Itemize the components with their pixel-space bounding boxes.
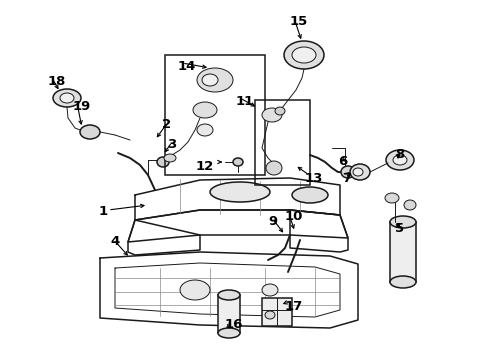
Ellipse shape	[390, 276, 416, 288]
Text: 7: 7	[342, 172, 351, 185]
Ellipse shape	[193, 102, 217, 118]
Text: 8: 8	[395, 148, 404, 161]
Text: 2: 2	[162, 118, 171, 131]
Text: 18: 18	[48, 75, 66, 88]
Text: 17: 17	[285, 300, 303, 313]
Ellipse shape	[210, 182, 270, 202]
Ellipse shape	[265, 311, 275, 319]
Ellipse shape	[197, 124, 213, 136]
Ellipse shape	[164, 154, 176, 162]
Ellipse shape	[53, 89, 81, 107]
Bar	[255, 100, 310, 185]
Text: 11: 11	[236, 95, 254, 108]
Text: 13: 13	[305, 172, 323, 185]
Text: 3: 3	[167, 138, 176, 151]
Ellipse shape	[341, 166, 355, 178]
Ellipse shape	[266, 161, 282, 175]
Text: 16: 16	[225, 318, 244, 331]
Ellipse shape	[197, 68, 233, 92]
Ellipse shape	[80, 125, 100, 139]
Ellipse shape	[390, 216, 416, 228]
Text: 6: 6	[338, 155, 347, 168]
Text: 4: 4	[110, 235, 119, 248]
Ellipse shape	[157, 157, 169, 167]
Ellipse shape	[180, 280, 210, 300]
Ellipse shape	[292, 187, 328, 203]
Ellipse shape	[292, 47, 316, 63]
Ellipse shape	[393, 155, 407, 165]
Bar	[390, 222, 416, 282]
Ellipse shape	[262, 284, 278, 296]
Bar	[262, 298, 292, 326]
Text: 12: 12	[196, 160, 214, 173]
Ellipse shape	[60, 93, 74, 103]
Ellipse shape	[353, 168, 363, 176]
Bar	[165, 55, 265, 175]
Text: 14: 14	[178, 60, 196, 73]
Ellipse shape	[404, 200, 416, 210]
Text: 9: 9	[268, 215, 277, 228]
Ellipse shape	[218, 290, 240, 300]
Ellipse shape	[284, 41, 324, 69]
Ellipse shape	[385, 193, 399, 203]
Ellipse shape	[218, 328, 240, 338]
Text: 1: 1	[99, 205, 108, 218]
Text: 5: 5	[395, 222, 404, 235]
Bar	[218, 295, 240, 333]
Ellipse shape	[386, 150, 414, 170]
Ellipse shape	[275, 107, 285, 115]
Text: 19: 19	[73, 100, 91, 113]
Text: 15: 15	[290, 15, 308, 28]
Ellipse shape	[262, 108, 282, 122]
Text: 10: 10	[285, 210, 303, 223]
Ellipse shape	[202, 74, 218, 86]
Ellipse shape	[350, 164, 370, 180]
Ellipse shape	[233, 158, 243, 166]
